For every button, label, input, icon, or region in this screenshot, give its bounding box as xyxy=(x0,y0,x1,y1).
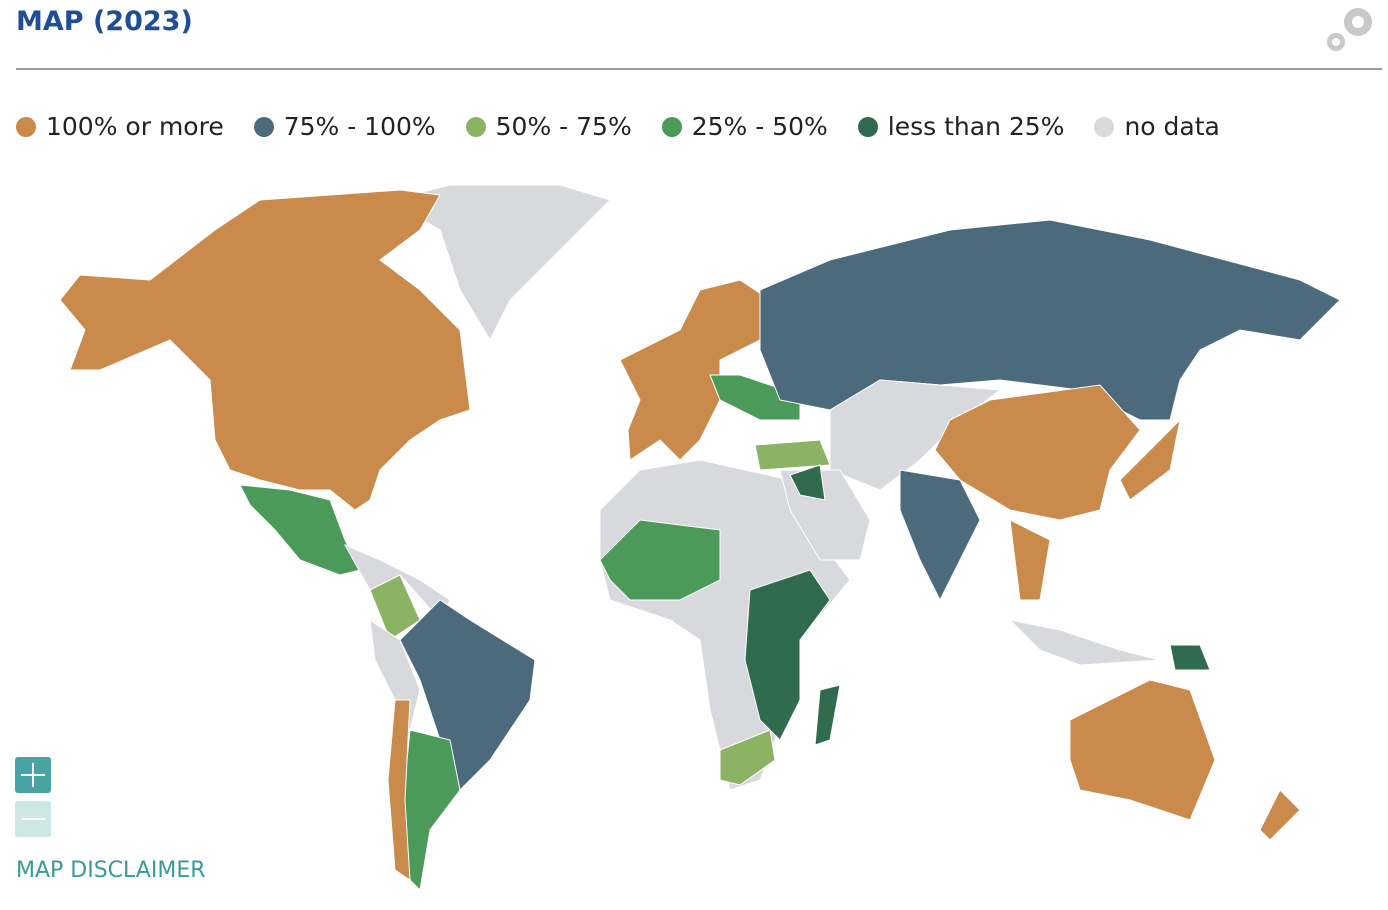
country-region[interactable] xyxy=(709,374,801,421)
zoom-out-button[interactable] xyxy=(15,801,51,837)
legend-swatch xyxy=(661,116,682,137)
country-region[interactable] xyxy=(899,469,981,602)
legend-label: 25% - 50% xyxy=(691,112,828,141)
legend-label: 100% or more xyxy=(46,112,224,141)
legend-swatch xyxy=(465,116,486,137)
legend-item[interactable]: 25% - 50% xyxy=(661,112,828,141)
legend: 100% or more 75% - 100% 50% - 75% 25% - 50%… xyxy=(16,112,1220,141)
settings-icon[interactable] xyxy=(1322,2,1382,56)
legend-item[interactable]: less than 25% xyxy=(857,112,1065,141)
divider xyxy=(16,68,1382,70)
country-region[interactable] xyxy=(719,729,776,786)
country-region[interactable] xyxy=(934,384,1141,521)
map-title: MAP (2023) xyxy=(16,6,193,37)
country-region[interactable] xyxy=(1069,679,1216,821)
legend-label: 75% - 100% xyxy=(283,112,436,141)
country-region[interactable] xyxy=(387,699,411,881)
country-region[interactable] xyxy=(619,279,771,461)
country-region[interactable] xyxy=(1259,789,1301,841)
legend-item[interactable]: 75% - 100% xyxy=(253,112,436,141)
legend-item[interactable]: no data xyxy=(1094,112,1220,141)
country-region[interactable] xyxy=(239,484,361,576)
legend-label: less than 25% xyxy=(887,112,1065,141)
country-region[interactable] xyxy=(789,464,826,501)
country-region[interactable] xyxy=(599,519,721,601)
legend-swatch xyxy=(253,116,274,137)
country-region[interactable] xyxy=(1008,619,1161,666)
country-region[interactable] xyxy=(399,599,536,791)
legend-label: 50% - 75% xyxy=(495,112,632,141)
world-map[interactable] xyxy=(0,160,1388,900)
country-region[interactable] xyxy=(59,189,471,511)
country-region[interactable] xyxy=(1169,644,1211,671)
country-region[interactable] xyxy=(814,684,841,746)
legend-item[interactable]: 50% - 75% xyxy=(465,112,632,141)
legend-swatch xyxy=(1094,116,1115,137)
zoom-in-button[interactable] xyxy=(15,757,51,793)
country-region[interactable] xyxy=(1119,418,1181,501)
legend-swatch xyxy=(16,116,36,137)
legend-label: no data xyxy=(1124,112,1220,141)
country-region[interactable] xyxy=(759,219,1341,421)
map-disclaimer-link[interactable]: MAP DISCLAIMER xyxy=(16,858,206,883)
country-region[interactable] xyxy=(388,184,611,342)
country-region[interactable] xyxy=(1009,519,1051,601)
legend-item[interactable]: 100% or more xyxy=(16,112,224,141)
legend-swatch xyxy=(857,116,878,137)
country-region[interactable] xyxy=(744,569,831,741)
